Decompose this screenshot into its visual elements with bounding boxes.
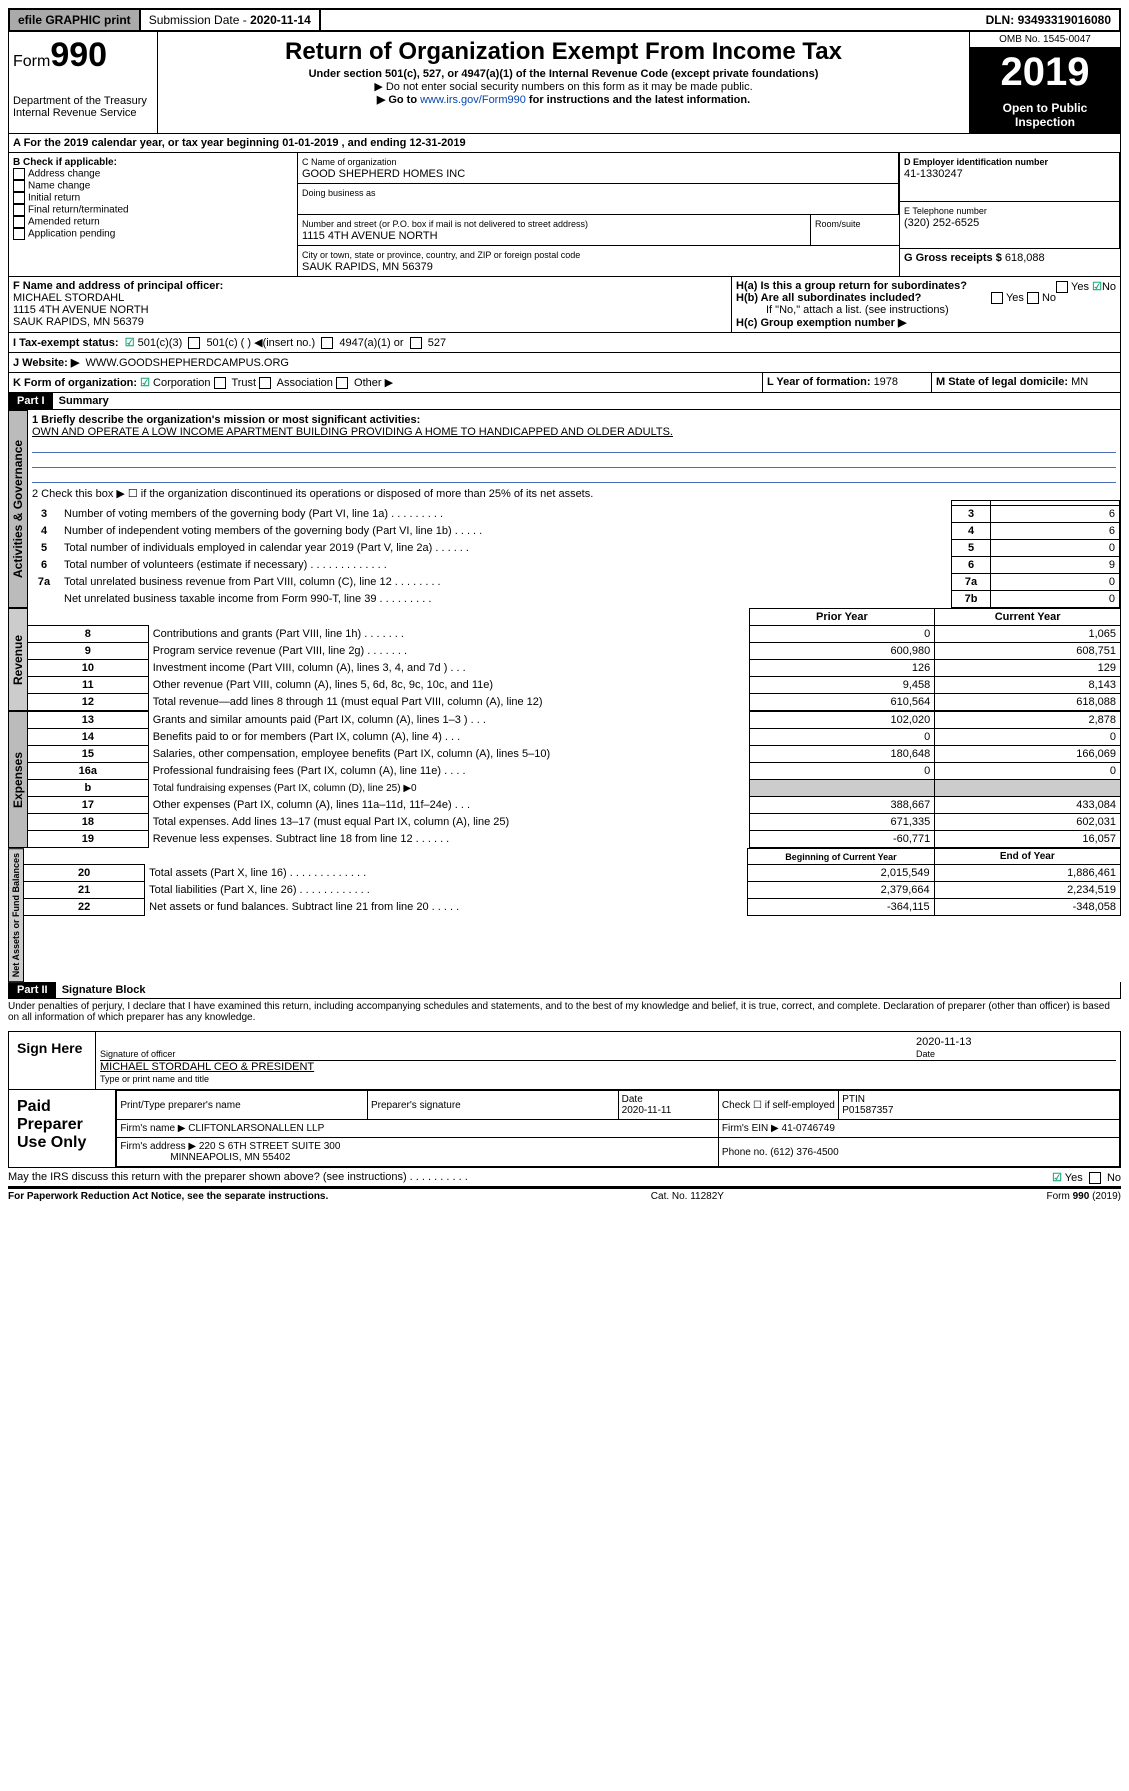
net-row: 21Total liabilities (Part X, line 26) . … [24,882,1121,899]
omb-number: OMB No. 1545-0047 [970,32,1120,48]
ein: 41-1330247 [904,168,963,180]
section-b: B Check if applicable: Address changeNam… [9,153,298,276]
net-row: 20Total assets (Part X, line 16) . . . .… [24,865,1121,882]
paid-preparer: Paid Preparer Use Only Print/Type prepar… [8,1090,1121,1168]
mission: OWN AND OPERATE A LOW INCOME APARTMENT B… [32,426,673,438]
officer-signature-name: MICHAEL STORDAHL CEO & PRESIDENT [100,1061,314,1073]
gov-row: 4Number of independent voting members of… [28,523,1120,540]
submission-date: Submission Date - 2020-11-14 [141,10,321,30]
discuss-line: May the IRS discuss this return with the… [8,1168,1121,1188]
expense-row: 15Salaries, other compensation, employee… [28,746,1121,763]
expense-row: 18Total expenses. Add lines 13–17 (must … [28,814,1121,831]
perjury-declaration: Under penalties of perjury, I declare th… [8,999,1121,1025]
checkbox-name-change[interactable]: Name change [13,180,293,192]
h-a: H(a) Is this a group return for subordin… [736,280,1116,292]
officer-name: MICHAEL STORDAHL [13,292,124,304]
expense-row: 19Revenue less expenses. Subtract line 1… [28,831,1121,848]
top-bar: efile GRAPHIC print Submission Date - 20… [8,8,1121,32]
line-j: J Website: ▶ WWW.GOODSHEPHERDCAMPUS.ORG [8,353,1121,373]
net-row: 22Net assets or fund balances. Subtract … [24,899,1121,916]
part1-header: Part I Summary [8,393,1121,410]
line-i: I Tax-exempt status: ☑ 501(c)(3) 501(c) … [8,333,1121,353]
section-bcdefg: B Check if applicable: Address changeNam… [8,153,1121,277]
checkbox-amended-return[interactable]: Amended return [13,216,293,228]
form-title: Return of Organization Exempt From Incom… [162,38,965,66]
website: WWW.GOODSHEPHERDCAMPUS.ORG [85,357,289,369]
expense-row: 14Benefits paid to or for members (Part … [28,729,1121,746]
h-c: H(c) Group exemption number ▶ [736,316,1116,329]
subtitle-2: ▶ Do not enter social security numbers o… [162,80,965,93]
tab-expenses: Expenses [8,711,28,848]
org-name: GOOD SHEPHERD HOMES INC [302,168,465,180]
ptin: P01587357 [842,1105,893,1116]
expense-row: 17Other expenses (Part IX, column (A), l… [28,797,1121,814]
efile-button[interactable]: efile GRAPHIC print [10,10,141,30]
form-number: Form990 [13,36,153,75]
sign-here: Sign Here Signature of officer 2020-11-1… [8,1031,1121,1090]
gross-receipts: 618,088 [1005,252,1045,264]
subtitle-1: Under section 501(c), 527, or 4947(a)(1)… [162,68,965,80]
open-public: Open to Public Inspection [970,97,1120,133]
expense-row: 13Grants and similar amounts paid (Part … [28,712,1121,729]
gov-row: Net unrelated business taxable income fr… [28,591,1120,608]
expense-row: bTotal fundraising expenses (Part IX, co… [28,780,1121,797]
tax-year: 2019 [970,48,1120,97]
firm-ein: 41-0746749 [782,1123,835,1134]
revenue-row: 10Investment income (Part VIII, column (… [28,660,1121,677]
checkbox-application-pending[interactable]: Application pending [13,228,293,240]
checkbox-address-change[interactable]: Address change [13,168,293,180]
expense-row: 16aProfessional fundraising fees (Part I… [28,763,1121,780]
tab-revenue: Revenue [8,608,28,711]
line-klm: K Form of organization: ☑ Corporation Tr… [8,373,1121,393]
gov-row: 3Number of voting members of the governi… [28,506,1120,523]
tab-activities-governance: Activities & Governance [8,410,28,608]
dln: DLN: 93493319016080 [978,10,1119,30]
section-fh: F Name and address of principal officer:… [8,277,1121,333]
footer: For Paperwork Reduction Act Notice, see … [8,1188,1121,1202]
revenue-row: 11Other revenue (Part VIII, column (A), … [28,677,1121,694]
revenue-row: 9Program service revenue (Part VIII, lin… [28,643,1121,660]
h-b: H(b) Are all subordinates included? Yes … [736,292,1116,304]
dept-treasury: Department of the Treasury Internal Reve… [13,95,153,119]
part2-header: Part II Signature Block [8,982,1121,999]
org-city: SAUK RAPIDS, MN 56379 [302,261,433,273]
gov-row: 6Total number of volunteers (estimate if… [28,557,1120,574]
subtitle-3: ▶ Go to www.irs.gov/Form990 for instruct… [162,93,965,106]
checkbox-final-return-terminated[interactable]: Final return/terminated [13,204,293,216]
gov-row: 7aTotal unrelated business revenue from … [28,574,1120,591]
gov-row: 5Total number of individuals employed in… [28,540,1120,557]
irs-link[interactable]: www.irs.gov/Form990 [420,94,526,106]
org-address: 1115 4TH AVENUE NORTH [302,230,438,242]
tab-net-assets: Net Assets or Fund Balances [8,848,24,982]
firm-name: CLIFTONLARSONALLEN LLP [188,1123,324,1134]
revenue-row: 8Contributions and grants (Part VIII, li… [28,626,1121,643]
checkbox-initial-return[interactable]: Initial return [13,192,293,204]
revenue-row: 12Total revenue—add lines 8 through 11 (… [28,694,1121,711]
form-header: Form990 Department of the Treasury Inter… [8,32,1121,134]
form-version: Form 990 (2019) [1047,1191,1122,1202]
phone: (320) 252-6525 [904,217,979,229]
line-a: A For the 2019 calendar year, or tax yea… [8,134,1121,153]
firm-phone: (612) 376-4500 [770,1147,838,1158]
